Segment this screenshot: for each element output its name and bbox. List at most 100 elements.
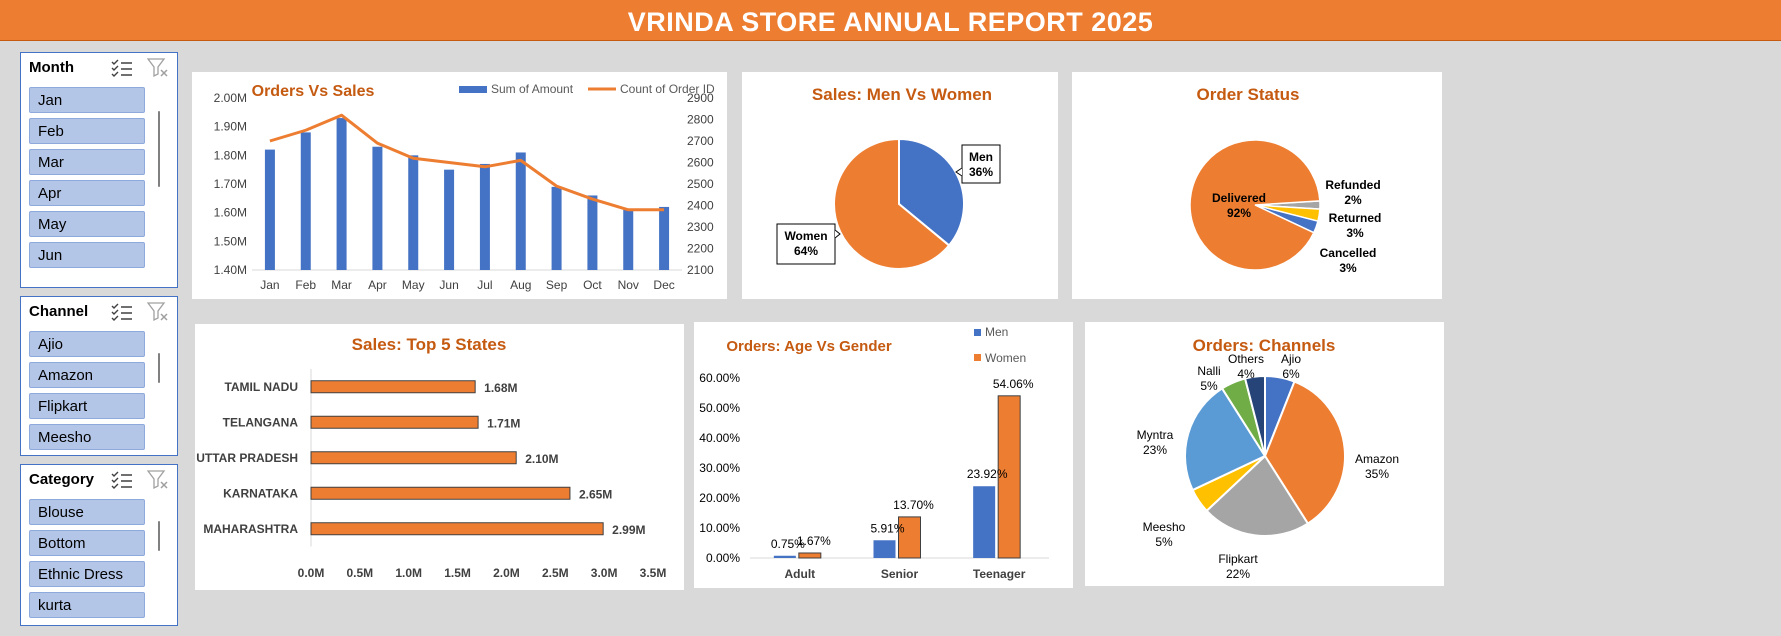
y-left-tick-label: 1.60M: [214, 206, 247, 220]
sales-bar: [659, 206, 670, 270]
channel-slicer-scrollbar[interactable]: [158, 353, 160, 383]
men-bar: [973, 486, 996, 558]
pie-label-value: 64%: [794, 244, 818, 258]
order-status-panel: Order Status Delivered 92% Refunded 2% Return…: [1072, 72, 1442, 299]
month-slicer-item[interactable]: May: [29, 211, 145, 237]
pie-label-name: Women: [784, 229, 827, 243]
y-tick-label: 50.00%: [699, 401, 740, 415]
x-tick-label: 3.5M: [640, 566, 667, 580]
x-tick-label: Sep: [546, 278, 568, 292]
sales-bar: [336, 118, 347, 270]
y-left-tick-label: 1.50M: [214, 234, 247, 248]
category-slicer[interactable]: Category Blouse Bottom Ethnic Dress kurta: [20, 464, 178, 626]
channel-slicer-items: Ajio Amazon Flipkart Meesho: [29, 331, 169, 455]
sales-bar: [479, 163, 490, 270]
y-tick-label: 30.00%: [699, 461, 740, 475]
x-tick-label: Apr: [368, 278, 387, 292]
pie-label-name: Cancelled: [1320, 246, 1377, 260]
sales-bar: [551, 186, 562, 270]
month-slicer-title: Month: [29, 59, 74, 76]
month-slicer[interactable]: Month Jan Feb Mar Apr May Jun: [20, 52, 178, 288]
y-right-tick-label: 2600: [687, 156, 714, 170]
x-tick-label: Jul: [477, 278, 492, 292]
multi-select-icon[interactable]: [111, 303, 133, 321]
chart-title: Orders Vs Sales: [252, 83, 375, 100]
month-slicer-item[interactable]: Jun: [29, 242, 145, 268]
x-tick-label: Teenager: [973, 567, 1026, 581]
sales-bar: [264, 149, 275, 270]
pie-slice-myntra: [1184, 387, 1267, 492]
category-slicer-items: Blouse Bottom Ethnic Dress kurta: [29, 499, 169, 623]
month-slicer-item[interactable]: Feb: [29, 118, 145, 144]
multi-select-icon[interactable]: [111, 471, 133, 489]
pie-label-name: Returned: [1329, 211, 1382, 225]
x-tick-label: 3.0M: [591, 566, 618, 580]
month-slicer-item[interactable]: Apr: [29, 180, 145, 206]
chart-title: Orders: Age Vs Gender: [726, 338, 891, 355]
month-slicer-item[interactable]: Mar: [29, 149, 145, 175]
x-tick-label: Jun: [439, 278, 458, 292]
channel-slicer[interactable]: Channel Ajio Amazon Flipkart Meesho: [20, 296, 178, 456]
pie-label-value: 5%: [1200, 379, 1218, 393]
orders-line: [269, 113, 665, 212]
channel-slicer-item[interactable]: Ajio: [29, 331, 145, 357]
month-slicer-scrollbar[interactable]: [158, 111, 160, 187]
x-tick-label: Jan: [260, 278, 279, 292]
pie-slice-amazon: [1263, 380, 1346, 525]
pie-label-name: Nalli: [1197, 364, 1220, 378]
y-tick-label: 0.00%: [706, 551, 740, 565]
category-slicer-scrollbar[interactable]: [158, 521, 160, 551]
pie-slice-men: [898, 137, 965, 247]
category-slicer-item[interactable]: Blouse: [29, 499, 145, 525]
pie-slice-flipkart: [1205, 454, 1310, 537]
x-tick-label: Feb: [295, 278, 316, 292]
channel-slicer-item[interactable]: Amazon: [29, 362, 145, 388]
sales-bar: [587, 195, 598, 270]
data-label-women: 1.67%: [797, 534, 831, 548]
pie-label-name: Refunded: [1325, 178, 1380, 192]
pie-label-value: 23%: [1143, 443, 1167, 457]
channels-panel: Orders: Channels Ajio 6% Amazon 35% Flipkart 2…: [1085, 322, 1444, 586]
state-label: UTTAR PRADESH: [196, 451, 298, 465]
pie-label-name: Ajio: [1281, 352, 1301, 366]
y-right-tick-label: 2900: [687, 91, 714, 105]
y-right-tick-label: 2500: [687, 177, 714, 191]
legend-swatch-amount: [459, 86, 487, 93]
channels-chart: Orders: ChannelsAjio6%Amazon35%Flipkart2…: [1137, 336, 1399, 581]
state-bar: [310, 415, 479, 429]
data-label: 1.68M: [484, 381, 517, 395]
legend-swatch-women: [974, 354, 981, 361]
legend-label: Sum of Amount: [491, 82, 574, 96]
channel-slicer-item[interactable]: Meesho: [29, 424, 145, 450]
month-slicer-header: Month: [21, 53, 177, 83]
category-slicer-item[interactable]: Ethnic Dress: [29, 561, 145, 587]
channel-slicer-item[interactable]: Flipkart: [29, 393, 145, 419]
clear-filter-icon[interactable]: [147, 470, 169, 490]
data-label: 2.65M: [579, 487, 612, 501]
category-slicer-item[interactable]: Bottom: [29, 530, 145, 556]
data-label: 1.71M: [487, 416, 520, 430]
clear-filter-icon[interactable]: [147, 302, 169, 322]
state-bar: [310, 451, 517, 465]
data-label-men: 5.91%: [870, 521, 904, 535]
pie-label-name: Amazon: [1355, 452, 1399, 466]
month-slicer-item[interactable]: Jan: [29, 87, 145, 113]
multi-select-icon[interactable]: [111, 59, 133, 77]
data-label: 2.99M: [612, 523, 645, 537]
sales-bar: [444, 169, 455, 270]
pie-label-value: 3%: [1346, 226, 1364, 240]
sales-bar: [408, 155, 419, 270]
legend-swatch-men: [974, 329, 981, 336]
x-tick-label: May: [402, 278, 425, 292]
legend-label: Women: [985, 351, 1026, 365]
y-right-tick-label: 2200: [687, 242, 714, 256]
clear-filter-icon[interactable]: [147, 58, 169, 78]
callout-box-women: [776, 223, 836, 265]
pie-label-value: 4%: [1237, 367, 1255, 381]
y-right-tick-label: 2400: [687, 199, 714, 213]
y-left-tick-label: 2.00M: [214, 91, 247, 105]
category-slicer-item[interactable]: kurta: [29, 592, 145, 618]
x-tick-label: 1.0M: [395, 566, 422, 580]
pie-label-value: 3%: [1339, 261, 1357, 275]
